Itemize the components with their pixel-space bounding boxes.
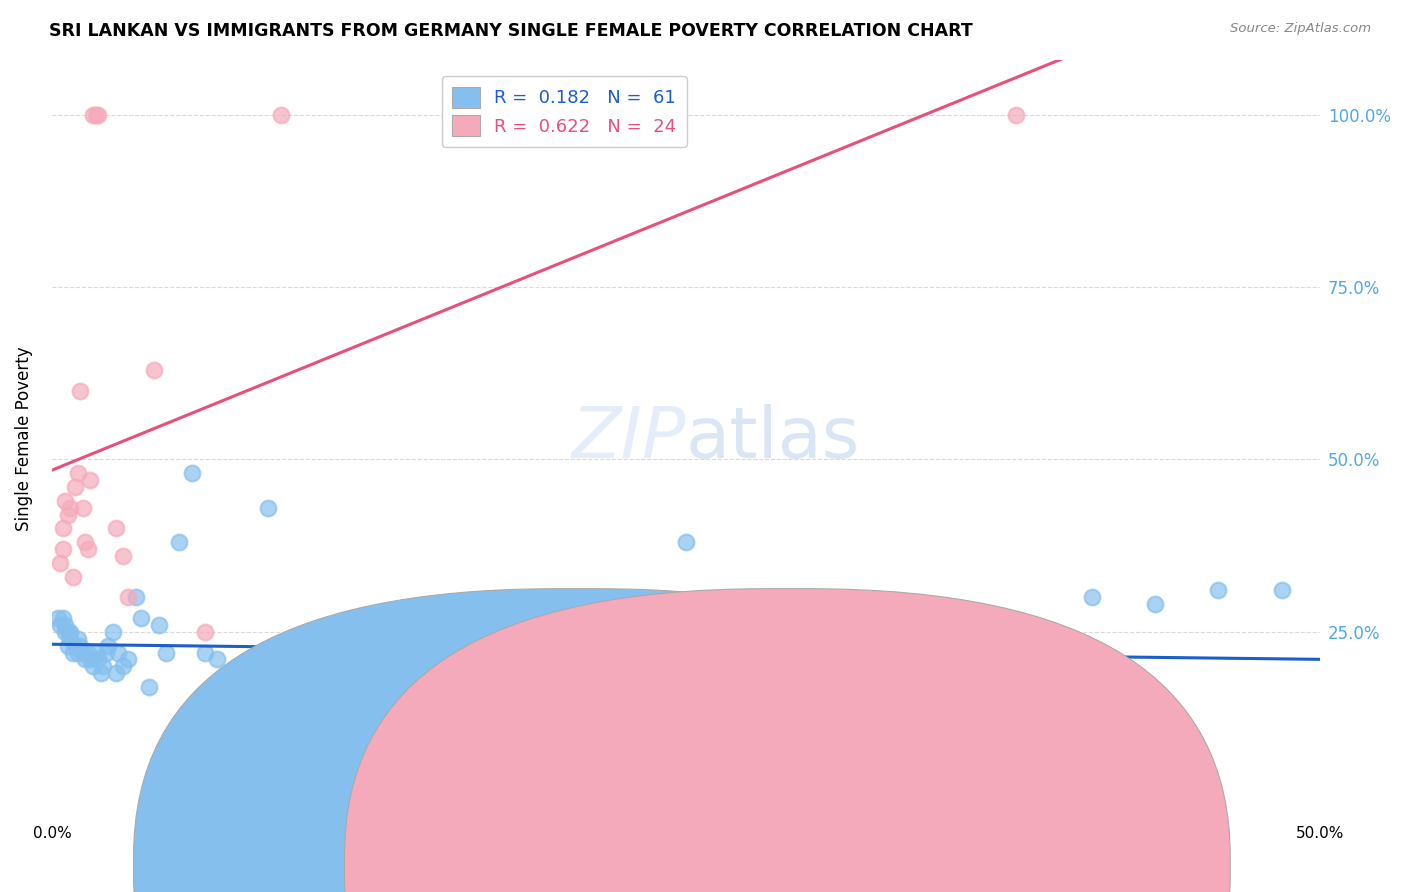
Point: [1206, 583, 1229, 598]
Point: [129, 611, 152, 625]
Point: [82, 659, 104, 673]
Point: [675, 535, 697, 549]
Point: [283, 714, 305, 729]
Point: [75, 535, 97, 549]
Point: [79, 473, 101, 487]
Point: [193, 646, 215, 660]
Point: [53, 618, 76, 632]
Point: [107, 646, 129, 660]
Point: [1029, 748, 1052, 763]
Point: [56, 639, 79, 653]
Point: [125, 591, 148, 605]
Point: [142, 363, 165, 377]
Point: [56, 624, 79, 639]
Point: [87, 108, 110, 122]
Text: atlas: atlas: [686, 404, 860, 474]
Point: [52, 521, 75, 535]
Point: [65, 480, 87, 494]
Point: [308, 687, 330, 701]
Point: [472, 742, 495, 756]
Point: [77, 646, 100, 660]
Point: [257, 500, 280, 515]
Point: [231, 659, 253, 673]
Text: Source: ZipAtlas.com: Source: ZipAtlas.com: [1230, 22, 1371, 36]
Point: [75, 652, 97, 666]
Point: [138, 680, 160, 694]
Point: [65, 639, 87, 653]
Point: [915, 763, 938, 777]
Point: [79, 652, 101, 666]
Point: [852, 700, 875, 714]
Point: [384, 700, 406, 714]
Legend: R =  0.182   N =  61, R =  0.622   N =  24: R = 0.182 N = 61, R = 0.622 N = 24: [441, 76, 688, 147]
Point: [561, 687, 583, 701]
Point: [270, 108, 292, 122]
Point: [46, 611, 69, 625]
Point: [155, 646, 177, 660]
Point: [117, 652, 139, 666]
Point: [53, 493, 76, 508]
Point: [979, 666, 1001, 681]
Point: [90, 666, 112, 681]
Point: [59, 624, 82, 639]
Point: [1271, 583, 1294, 598]
Point: [167, 535, 190, 549]
Point: [69, 384, 91, 398]
Point: [205, 652, 228, 666]
Point: [148, 618, 170, 632]
Point: [1080, 591, 1102, 605]
Text: ZIP: ZIP: [572, 404, 686, 474]
Point: [1004, 108, 1026, 122]
Point: [66, 646, 89, 660]
Point: [346, 673, 368, 687]
Point: [53, 624, 76, 639]
Point: [97, 639, 120, 653]
Point: [62, 570, 84, 584]
Y-axis label: Single Female Poverty: Single Female Poverty: [15, 346, 32, 531]
Point: [94, 646, 117, 660]
Point: [77, 542, 100, 557]
Point: [434, 659, 457, 673]
Point: [56, 508, 79, 522]
Point: [193, 624, 215, 639]
Point: [117, 591, 139, 605]
Point: [52, 611, 75, 625]
Point: [59, 632, 82, 646]
Point: [510, 673, 533, 687]
Point: [49, 618, 72, 632]
Point: [72, 646, 94, 660]
Point: [91, 659, 114, 673]
Point: [180, 467, 202, 481]
Point: [82, 108, 104, 122]
Point: [104, 666, 127, 681]
Point: [66, 632, 89, 646]
Point: [1143, 597, 1166, 611]
Point: [66, 467, 89, 481]
Point: [52, 542, 75, 557]
Text: SRI LANKAN VS IMMIGRANTS FROM GERMANY SINGLE FEMALE POVERTY CORRELATION CHART: SRI LANKAN VS IMMIGRANTS FROM GERMANY SI…: [49, 22, 973, 40]
Point: [84, 646, 107, 660]
Point: [104, 521, 127, 535]
Point: [62, 646, 84, 660]
Point: [624, 646, 647, 660]
Point: [84, 108, 107, 122]
Point: [59, 500, 82, 515]
Text: Sri Lankans: Sri Lankans: [619, 857, 707, 872]
Text: Immigrants from Germany: Immigrants from Germany: [815, 857, 1019, 872]
Point: [801, 591, 824, 605]
Point: [112, 549, 135, 563]
Point: [49, 556, 72, 570]
Point: [725, 707, 748, 722]
Point: [69, 639, 91, 653]
Point: [72, 500, 94, 515]
Point: [87, 652, 110, 666]
Point: [112, 659, 135, 673]
Point: [103, 624, 125, 639]
